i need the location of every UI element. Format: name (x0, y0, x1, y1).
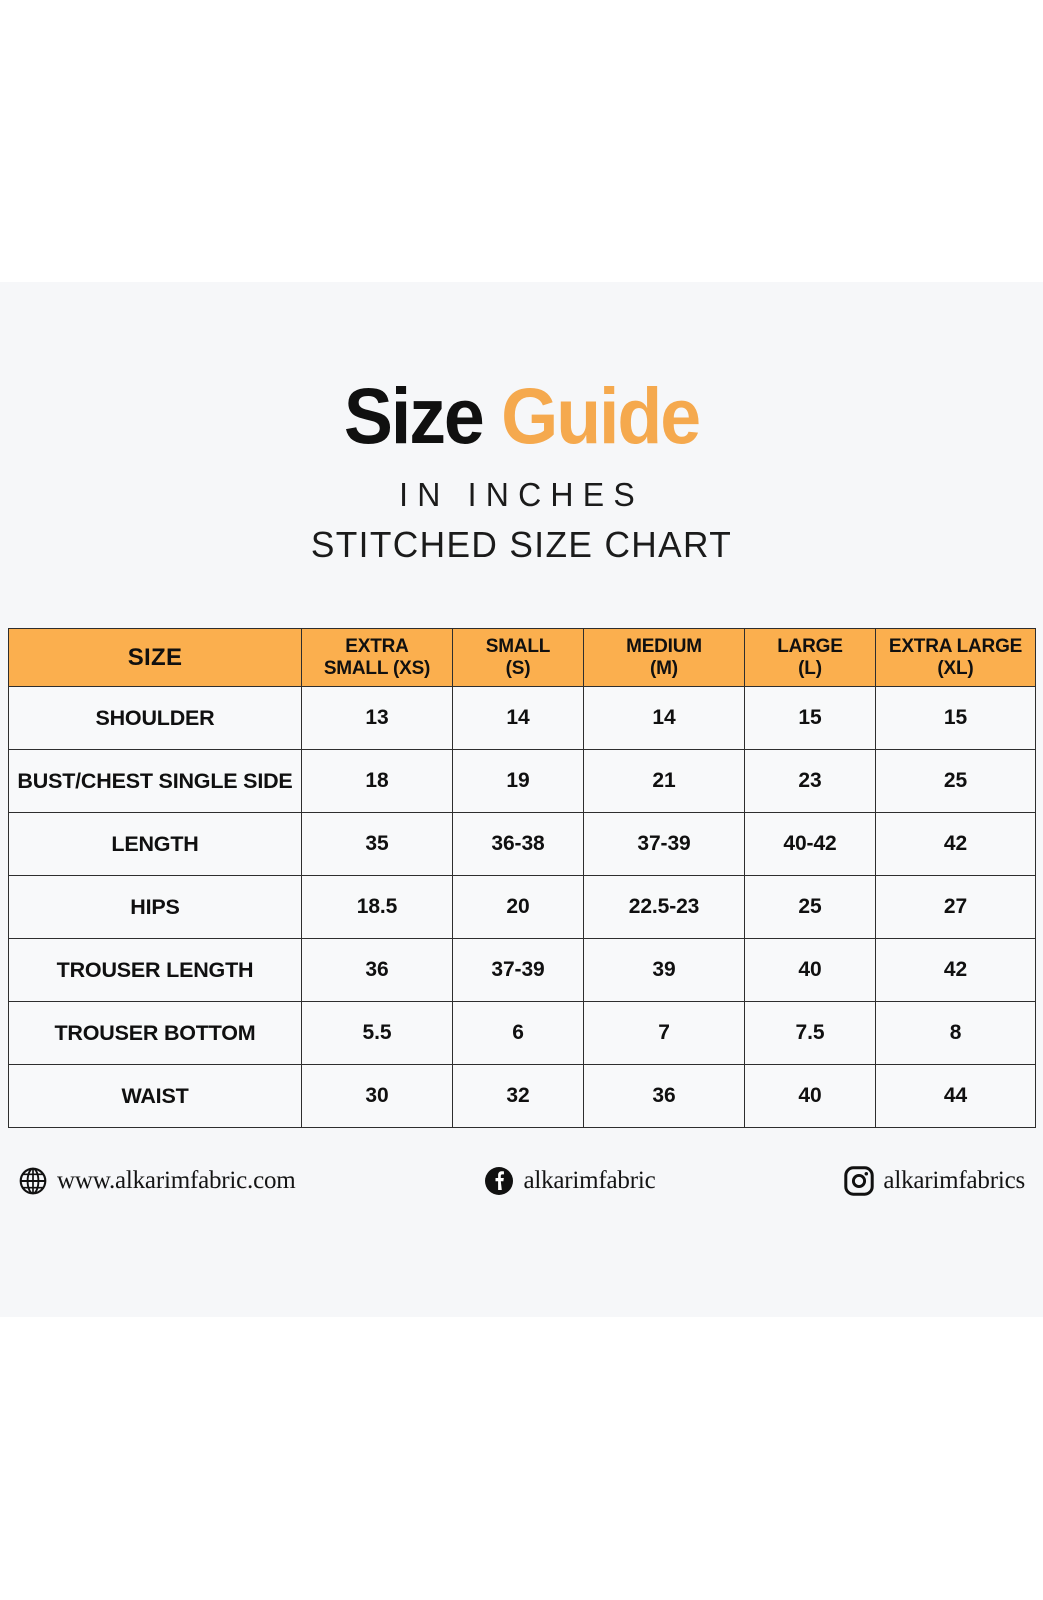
subtitle-stitched-size-chart: STITCHED SIZE CHART (310, 524, 733, 565)
footer-label-instagram: alkarimfabrics (883, 1167, 1025, 1194)
size-chart-table: SIZE EXTRA SMALL (XS) SMALL (S) MEDIUM (… (8, 628, 1036, 1128)
column-header-l-line1: LARGE (777, 635, 843, 657)
column-header-m-line1: MEDIUM (626, 635, 702, 657)
column-header-l: LARGE (L) (744, 628, 876, 687)
row-label-trouser-length: TROUSER LENGTH (8, 938, 302, 1002)
cell-bust-l: 23 (744, 749, 876, 813)
row-label-waist: WAIST (8, 1064, 302, 1128)
cell-waist-xs: 30 (301, 1064, 453, 1128)
cell-hips-xs: 18.5 (301, 875, 453, 939)
cell-waist-l: 40 (744, 1064, 876, 1128)
row-label-hips: HIPS (8, 875, 302, 939)
column-header-m-line2: (M) (650, 657, 678, 679)
cell-shoulder-m: 14 (583, 686, 745, 750)
column-header-xs: EXTRA SMALL (XS) (301, 628, 453, 687)
cell-length-l: 40-42 (744, 812, 876, 876)
table-row: BUST/CHEST SINGLE SIDE 18 19 21 23 25 (8, 749, 1036, 813)
row-label-length: LENGTH (8, 812, 302, 876)
cell-hips-xl: 27 (875, 875, 1036, 939)
footer-contact-bar: www.alkarimfabric.com alkarimfabric alka… (18, 1158, 1025, 1204)
column-header-xl-line1: EXTRA LARGE (888, 635, 1023, 657)
row-label-shoulder: SHOULDER (8, 686, 302, 750)
heading-block: Size Guide IN INCHES STITCHED SIZE CHART (0, 376, 1043, 566)
table-row: HIPS 18.5 20 22.5-23 25 27 (8, 875, 1036, 939)
size-guide-card: Size Guide IN INCHES STITCHED SIZE CHART… (0, 282, 1043, 1317)
table-row: SHOULDER 13 14 14 15 15 (8, 686, 1036, 750)
column-header-m: MEDIUM (M) (583, 628, 745, 687)
footer-item-website[interactable]: www.alkarimfabric.com (18, 1166, 296, 1196)
cell-trouser-bottom-xs: 5.5 (301, 1001, 453, 1065)
column-header-xs-line2: SMALL (XS) (323, 657, 431, 679)
cell-hips-m: 22.5-23 (583, 875, 745, 939)
cell-shoulder-xl: 15 (875, 686, 1036, 750)
row-label-bust-chest-single-side: BUST/CHEST SINGLE SIDE (8, 749, 302, 813)
cell-hips-l: 25 (744, 875, 876, 939)
cell-trouser-bottom-l: 7.5 (744, 1001, 876, 1065)
cell-waist-xl: 44 (875, 1064, 1036, 1128)
cell-trouser-length-m: 39 (583, 938, 745, 1002)
footer-item-facebook[interactable]: alkarimfabric (484, 1166, 656, 1196)
cell-shoulder-xs: 13 (301, 686, 453, 750)
title-word-size: Size (343, 371, 485, 460)
cell-waist-s: 32 (452, 1064, 584, 1128)
cell-hips-s: 20 (452, 875, 584, 939)
column-header-xl-line2: (XL) (937, 657, 974, 679)
cell-trouser-bottom-xl: 8 (875, 1001, 1036, 1065)
cell-waist-m: 36 (583, 1064, 745, 1128)
column-header-l-line2: (L) (798, 657, 822, 679)
column-header-size: SIZE (8, 628, 302, 687)
cell-bust-m: 21 (583, 749, 745, 813)
cell-bust-s: 19 (452, 749, 584, 813)
column-header-s: SMALL (S) (452, 628, 584, 687)
cell-bust-xl: 25 (875, 749, 1036, 813)
footer-label-facebook: alkarimfabric (523, 1167, 656, 1194)
cell-shoulder-l: 15 (744, 686, 876, 750)
cell-trouser-bottom-s: 6 (452, 1001, 584, 1065)
cell-trouser-length-s: 37-39 (452, 938, 584, 1002)
table-header-row: SIZE EXTRA SMALL (XS) SMALL (S) MEDIUM (… (8, 628, 1036, 687)
table-row: WAIST 30 32 36 40 44 (8, 1064, 1036, 1128)
column-header-xl: EXTRA LARGE (XL) (875, 628, 1036, 687)
cell-length-s: 36-38 (452, 812, 584, 876)
cell-length-m: 37-39 (583, 812, 745, 876)
cell-trouser-bottom-m: 7 (583, 1001, 745, 1065)
row-label-trouser-bottom: TROUSER BOTTOM (8, 1001, 302, 1065)
globe-icon (19, 1167, 47, 1195)
facebook-icon (485, 1167, 514, 1195)
cell-bust-xs: 18 (301, 749, 453, 813)
cell-trouser-length-xs: 36 (301, 938, 453, 1002)
cell-trouser-length-l: 40 (744, 938, 876, 1002)
cell-shoulder-s: 14 (452, 686, 584, 750)
page-title: Size Guide (37, 376, 1007, 455)
cell-length-xs: 35 (301, 812, 453, 876)
subtitle-in-inches: IN INCHES (399, 476, 644, 513)
footer-item-instagram[interactable]: alkarimfabrics (844, 1166, 1025, 1196)
title-word-guide: Guide (501, 371, 701, 460)
column-header-s-line2: (S) (505, 657, 531, 679)
cell-trouser-length-xl: 42 (875, 938, 1036, 1002)
instagram-icon (844, 1166, 875, 1196)
footer-label-website: www.alkarimfabric.com (57, 1167, 296, 1194)
table-row: TROUSER BOTTOM 5.5 6 7 7.5 8 (8, 1001, 1036, 1065)
column-header-s-line1: SMALL (485, 635, 551, 657)
column-header-xs-line1: EXTRA (345, 635, 409, 657)
column-header-size-line1: SIZE (127, 643, 183, 671)
table-row: TROUSER LENGTH 36 37-39 39 40 42 (8, 938, 1036, 1002)
cell-length-xl: 42 (875, 812, 1036, 876)
table-row: LENGTH 35 36-38 37-39 40-42 42 (8, 812, 1036, 876)
